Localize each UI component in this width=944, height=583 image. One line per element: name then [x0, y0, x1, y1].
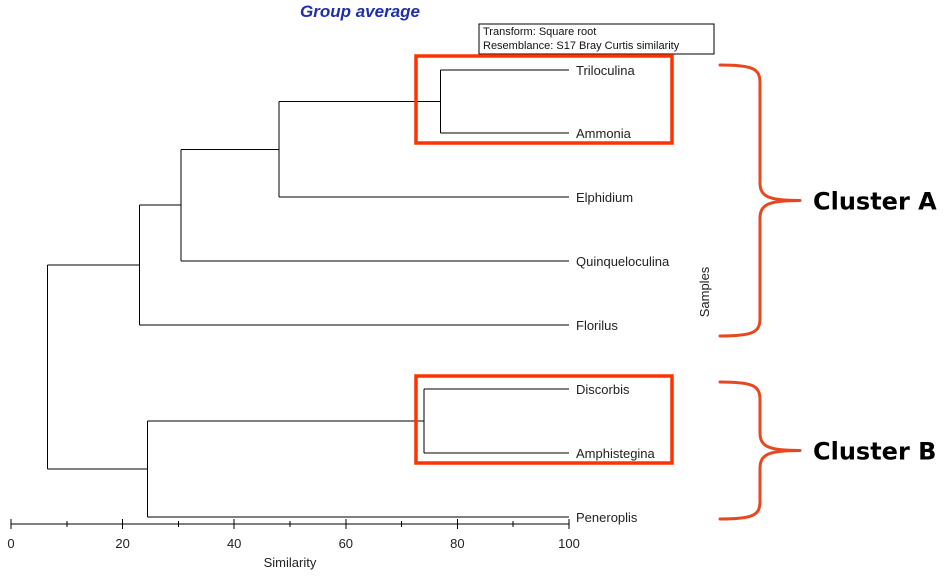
axis-label: Similarity — [264, 555, 317, 570]
leaf-label-florilus: Florilus — [576, 318, 618, 333]
cluster-a-label: Cluster A — [813, 188, 937, 216]
leaf-label-ammonia: Ammonia — [576, 126, 632, 141]
legend-resemblance: Resemblance: S17 Bray Curtis similarity — [483, 40, 680, 52]
leaf-label-amphistegina: Amphistegina — [576, 446, 656, 461]
axis-tick-label: 80 — [450, 536, 464, 551]
leaf-label-elphidium: Elphidium — [576, 190, 633, 205]
leaf-label-triloculina: Triloculina — [576, 63, 636, 78]
axis-tick-label: 20 — [115, 536, 129, 551]
samples-label: Samples — [697, 266, 712, 317]
legend-transform: Transform: Square root — [483, 26, 596, 38]
legend-box: Transform: Square root Resemblance: S17 … — [478, 23, 715, 55]
dendrogram-tree — [46, 69, 569, 518]
axis-tick-label: 60 — [339, 536, 353, 551]
cluster-annotations: Cluster A Cluster B — [414, 54, 937, 521]
leaf-label-peneroplis: Peneroplis — [576, 510, 638, 525]
cluster-b-label: Cluster B — [813, 438, 936, 466]
cluster-a-brace — [718, 63, 802, 338]
leaf-label-quinqueloculina: Quinqueloculina — [576, 254, 670, 269]
axis-tick-label: 40 — [227, 536, 241, 551]
axis-tick-label: 100 — [558, 536, 580, 551]
cluster-b-highlight-box — [414, 374, 674, 465]
cluster-b-brace — [718, 380, 802, 521]
leaf-label-discorbis: Discorbis — [576, 382, 630, 397]
similarity-axis: 0 20 40 60 80 100 — [7, 519, 580, 551]
leaf-labels: Triloculina Ammonia Elphidium Quinqueloculi… — [576, 63, 670, 525]
axis-tick-label: 0 — [7, 536, 14, 551]
cluster-a-highlight-box — [414, 54, 674, 145]
figure-title: Group average — [300, 2, 420, 21]
